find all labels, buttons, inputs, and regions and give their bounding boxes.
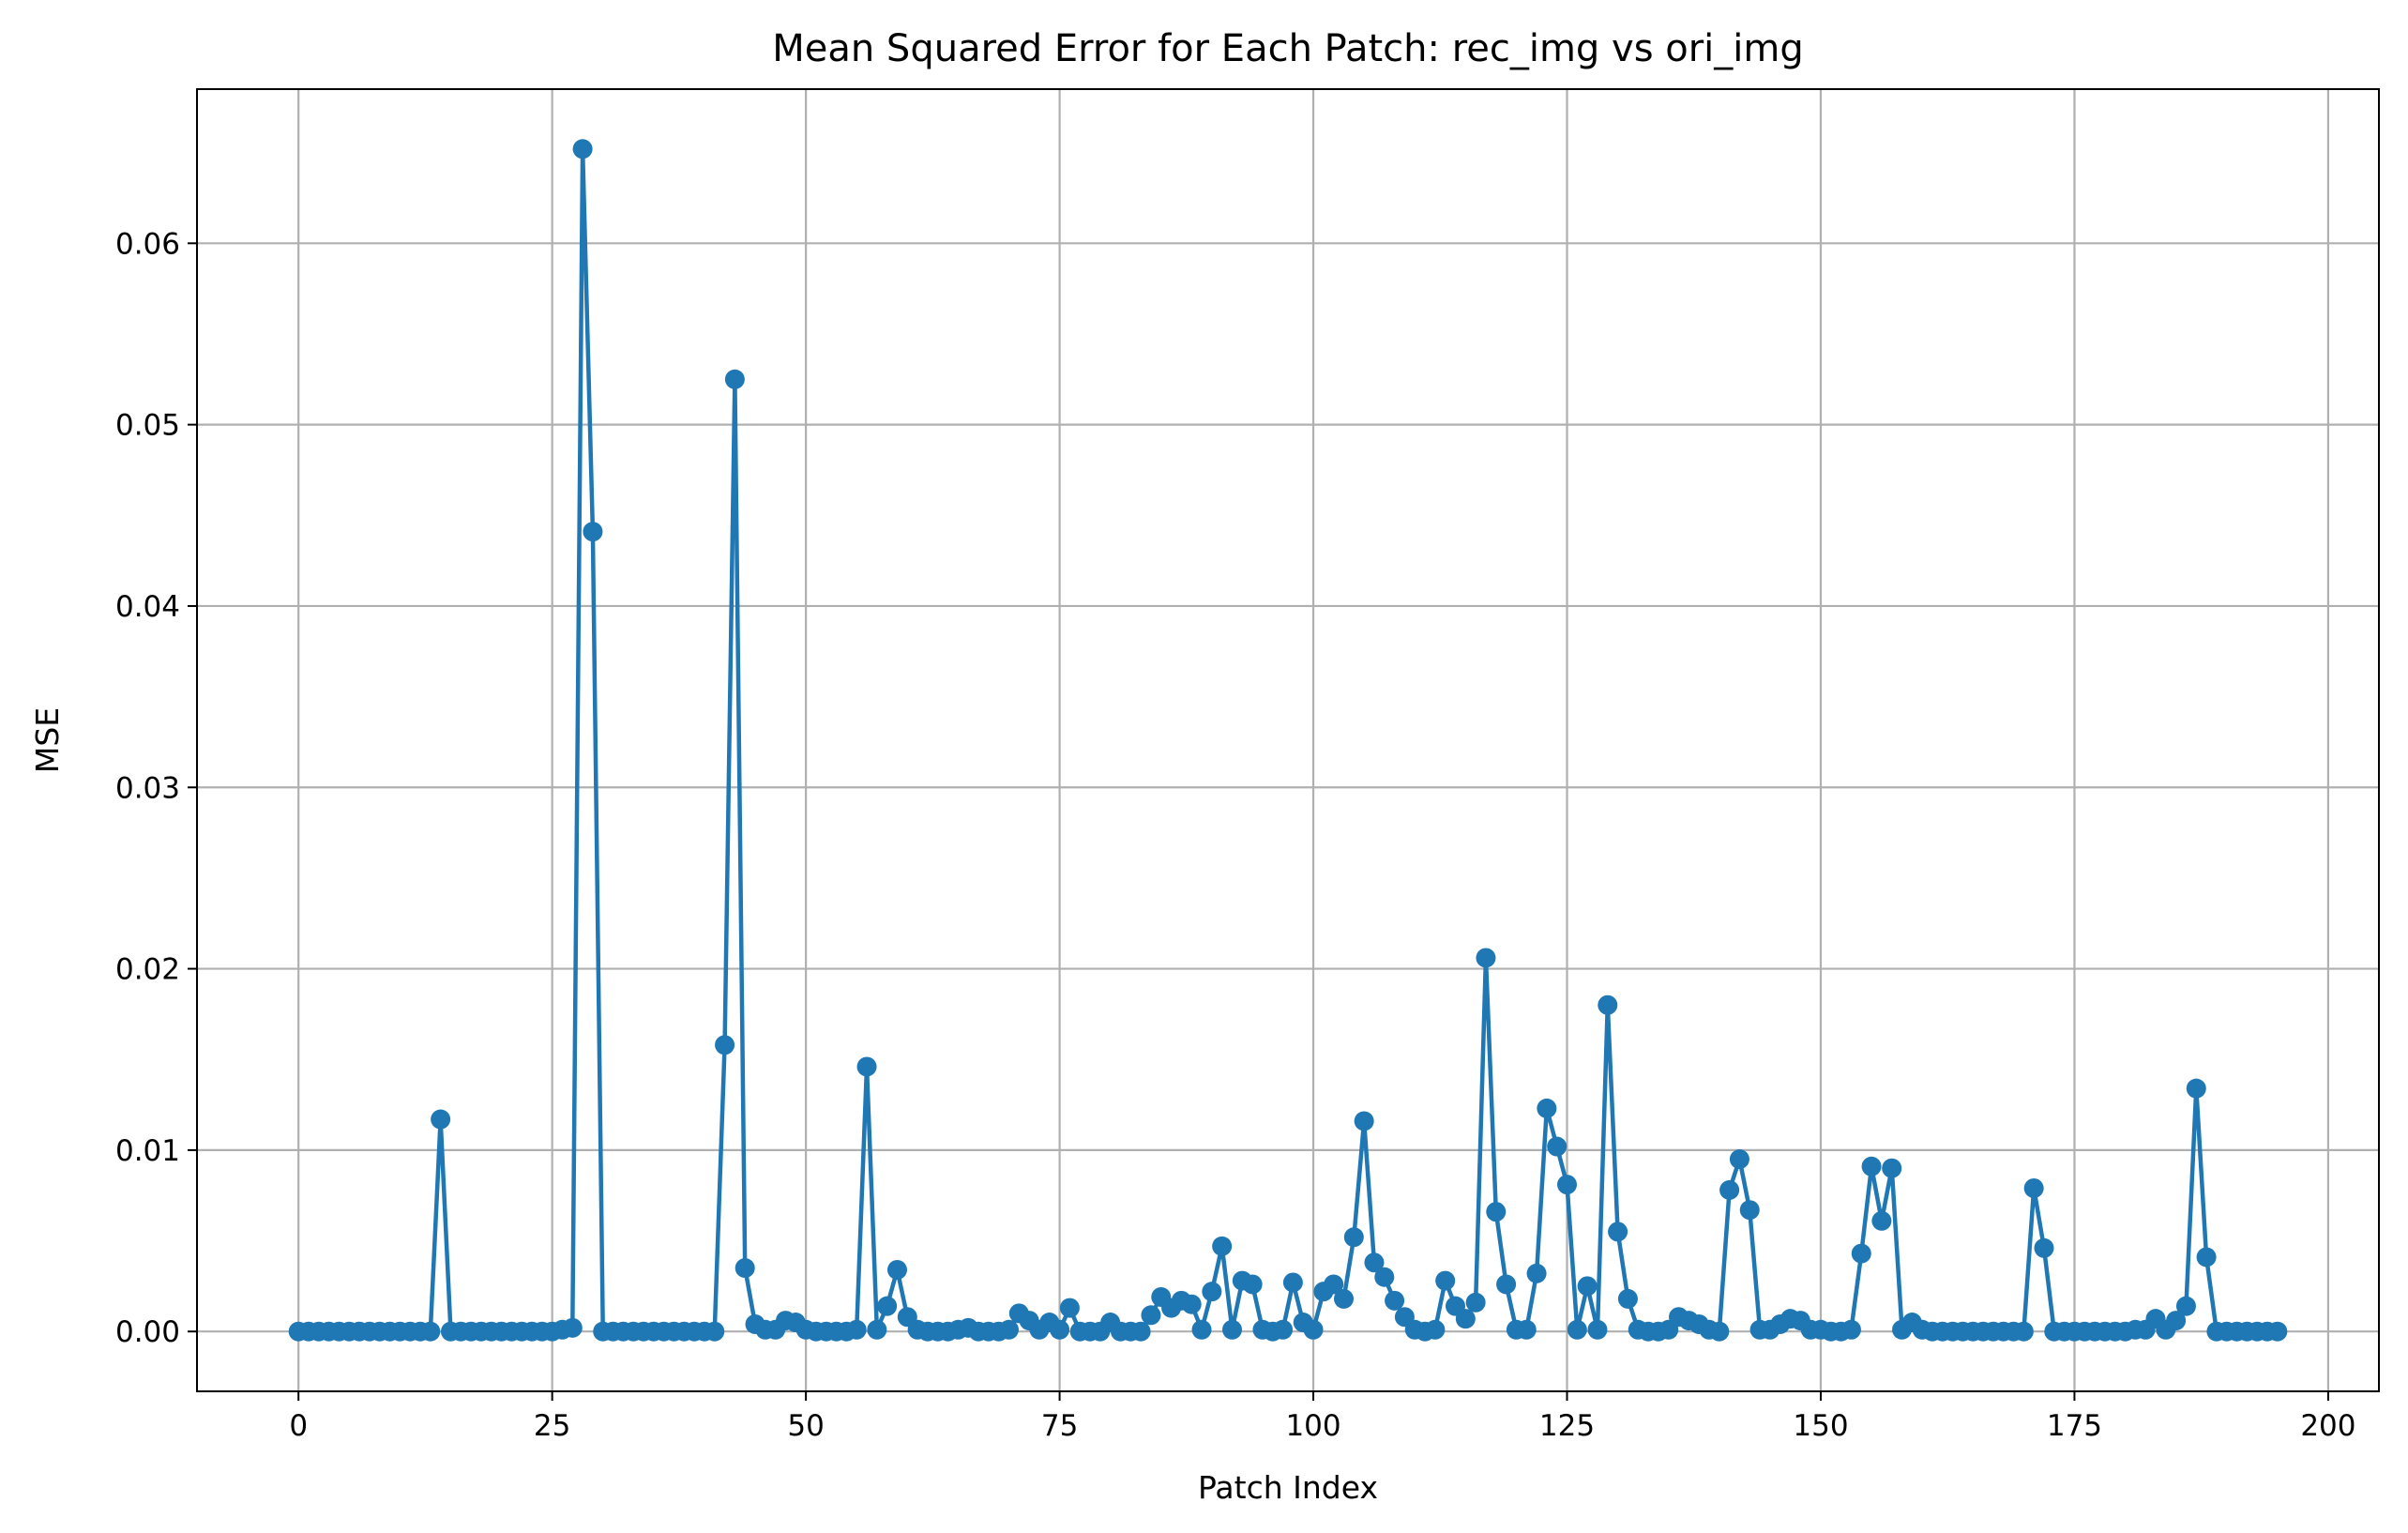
data-point bbox=[1212, 1236, 1233, 1256]
data-point bbox=[1273, 1319, 1294, 1340]
data-point bbox=[998, 1319, 1019, 1340]
data-point bbox=[1526, 1263, 1547, 1283]
data-point bbox=[1587, 1319, 1608, 1340]
data-point bbox=[2023, 1177, 2044, 1198]
y-tick-label: 0.04 bbox=[115, 590, 180, 624]
data-point bbox=[715, 1035, 735, 1055]
x-axis-label: Patch Index bbox=[1198, 1469, 1378, 1506]
data-point bbox=[562, 1317, 583, 1338]
y-tick-label: 0.01 bbox=[115, 1134, 180, 1168]
data-point bbox=[2196, 1247, 2217, 1267]
data-point bbox=[1577, 1276, 1598, 1297]
data-point bbox=[1476, 948, 1496, 968]
data-point bbox=[420, 1321, 441, 1342]
data-point bbox=[2267, 1321, 2288, 1342]
data-point bbox=[1567, 1319, 1587, 1340]
y-tick-label: 0.02 bbox=[115, 953, 180, 987]
data-point bbox=[1516, 1319, 1537, 1340]
data-point bbox=[1882, 1158, 1902, 1178]
axis-ticks: 0 25 50 75 100 125 150 175 200 0.00 0.01 0.02 0.03 0.… bbox=[115, 227, 2356, 1443]
data-point bbox=[431, 1109, 451, 1130]
data-point bbox=[1486, 1202, 1507, 1222]
data-point bbox=[1130, 1321, 1151, 1342]
data-point bbox=[1202, 1282, 1222, 1302]
data-point bbox=[1334, 1288, 1354, 1309]
data-point bbox=[1181, 1294, 1202, 1314]
y-tick-label: 0.03 bbox=[115, 771, 180, 805]
data-point bbox=[1729, 1149, 1749, 1170]
data-point bbox=[1709, 1321, 1730, 1342]
data-point bbox=[1861, 1156, 1882, 1176]
data-point bbox=[1050, 1319, 1070, 1340]
data-point bbox=[1851, 1243, 1871, 1264]
data-point bbox=[1608, 1222, 1628, 1242]
data-point bbox=[1324, 1274, 1344, 1295]
x-tick-label: 175 bbox=[2047, 1409, 2102, 1443]
data-point bbox=[1435, 1270, 1456, 1291]
data-point bbox=[1871, 1210, 1892, 1231]
x-tick-label: 25 bbox=[534, 1409, 570, 1443]
data-point bbox=[877, 1296, 898, 1316]
data-point bbox=[2166, 1311, 2187, 1331]
data-point bbox=[1282, 1272, 1303, 1293]
data-point bbox=[1343, 1227, 1364, 1248]
data-point bbox=[1354, 1111, 1374, 1131]
data-point bbox=[1425, 1319, 1446, 1340]
data-point bbox=[1191, 1319, 1212, 1340]
data-point bbox=[1059, 1298, 1080, 1318]
data-point bbox=[886, 1259, 907, 1280]
plot-frame bbox=[196, 88, 2380, 1392]
data-point bbox=[1385, 1290, 1405, 1311]
y-axis-label: MSE bbox=[29, 707, 66, 773]
data-point bbox=[2034, 1237, 2054, 1258]
data-point bbox=[856, 1056, 877, 1077]
data-point bbox=[1496, 1274, 1517, 1295]
x-tick-label: 150 bbox=[1793, 1409, 1848, 1443]
data-point bbox=[1617, 1288, 1638, 1309]
data-point bbox=[1739, 1200, 1760, 1221]
x-tick-label: 50 bbox=[787, 1409, 824, 1443]
data-point bbox=[1547, 1136, 1567, 1157]
x-tick-label: 125 bbox=[1539, 1409, 1595, 1443]
data-point bbox=[2175, 1296, 2196, 1316]
data-point bbox=[2013, 1321, 2034, 1342]
y-tick-label: 0.00 bbox=[115, 1315, 180, 1349]
data-point bbox=[1557, 1175, 1578, 1195]
data-point bbox=[1719, 1179, 1740, 1200]
data-point bbox=[583, 522, 603, 542]
data-point bbox=[1840, 1319, 1861, 1340]
x-tick-label: 100 bbox=[1285, 1409, 1340, 1443]
data-point bbox=[704, 1321, 725, 1342]
data-point bbox=[572, 139, 593, 159]
x-tick-label: 0 bbox=[289, 1409, 308, 1443]
data-point bbox=[1364, 1252, 1385, 1273]
data-point bbox=[1455, 1309, 1476, 1329]
data-point bbox=[1598, 994, 1618, 1015]
data-point bbox=[846, 1319, 867, 1340]
data-point bbox=[1242, 1274, 1263, 1295]
data-point bbox=[735, 1258, 755, 1279]
data-point bbox=[1222, 1319, 1242, 1340]
chart-title: Mean Squared Error for Each Patch: rec_i… bbox=[772, 27, 1804, 70]
y-tick-label: 0.05 bbox=[115, 409, 180, 443]
data-point bbox=[867, 1319, 887, 1340]
x-tick-label: 75 bbox=[1041, 1409, 1078, 1443]
data-point bbox=[1303, 1319, 1324, 1340]
data-point bbox=[724, 369, 745, 389]
data-point bbox=[1141, 1305, 1161, 1326]
data-point bbox=[2186, 1078, 2206, 1099]
data-point bbox=[1374, 1267, 1395, 1287]
data-point bbox=[1537, 1098, 1557, 1118]
y-tick-label: 0.06 bbox=[115, 227, 180, 261]
data-point bbox=[1465, 1292, 1486, 1313]
series-mse bbox=[288, 139, 2288, 1342]
x-tick-label: 200 bbox=[2300, 1409, 2355, 1443]
